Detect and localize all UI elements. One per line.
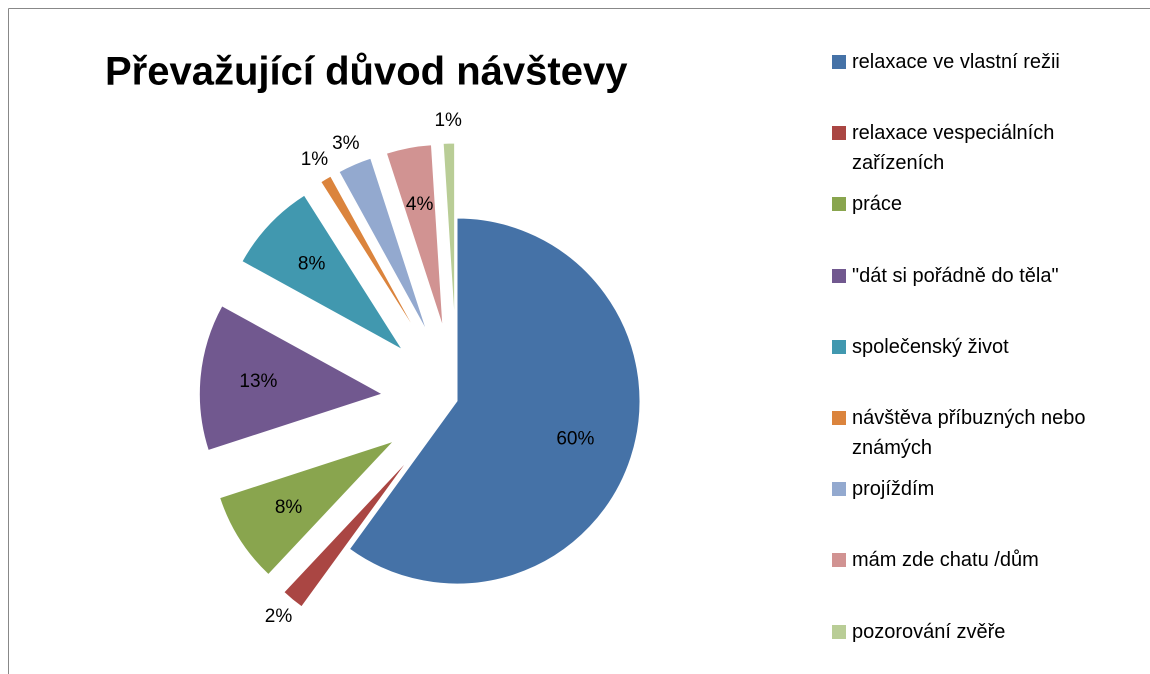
pie-slice: [219, 440, 395, 576]
pie-slice: [283, 458, 410, 608]
legend-swatch: [832, 55, 846, 69]
legend-swatch: [832, 339, 846, 354]
legend-swatch: [832, 624, 846, 639]
pie-slice: [442, 142, 456, 327]
legend-swatch: [832, 411, 846, 425]
data-label: 4%: [406, 194, 434, 215]
pie-slice: [198, 305, 384, 452]
legend-item: práce: [832, 189, 1142, 219]
legend-swatch: [832, 268, 846, 283]
data-label: 1%: [434, 110, 462, 131]
legend-label: společenský život: [852, 335, 1009, 358]
legend-label: práce: [852, 193, 903, 216]
data-label: 3%: [332, 133, 360, 154]
legend-swatch: [832, 482, 846, 497]
pie-slice: [338, 157, 428, 333]
pie-slice: [348, 217, 641, 585]
legend-item: relaxace ve vlastní režii: [832, 47, 1142, 77]
data-label: 8%: [298, 253, 326, 274]
legend-item: relaxace vespeciálních zařízeních: [832, 118, 1142, 178]
data-label: 60%: [556, 428, 594, 449]
legend-label: projíždím: [852, 478, 935, 501]
pie-slice: [385, 144, 444, 328]
legend-item: mám zde chatu /dům: [832, 545, 1142, 575]
legend-label: mám zde chatu /dům: [852, 549, 1039, 572]
legend-item: společenský život: [832, 332, 1142, 362]
data-label: 8%: [275, 497, 303, 518]
legend-item: projíždím: [832, 474, 1142, 504]
legend-swatch: [832, 197, 846, 212]
chart-title: Převažující důvod návštevy: [105, 50, 628, 94]
legend-swatch: [832, 126, 846, 141]
data-label: 13%: [239, 371, 277, 392]
legend-label: relaxace ve vlastní režii: [852, 51, 1060, 73]
data-label: 1%: [301, 149, 329, 170]
legend-label: pozorování zvěře: [852, 620, 1006, 643]
legend-label: relaxace vespeciálních zařízeních: [852, 122, 1055, 175]
legend-item: návštěva příbuzných nebo známých: [832, 403, 1142, 463]
data-label: 2%: [265, 606, 293, 627]
legend-label: "dát si pořádně do těla": [852, 264, 1059, 287]
legend-item: pozorování zvěře: [832, 617, 1142, 647]
pie-slice: [241, 194, 403, 351]
pie-slice: [320, 175, 420, 337]
legend-item: "dát si pořádně do těla": [832, 261, 1142, 291]
legend-label: návštěva příbuzných nebo známých: [852, 407, 1086, 459]
legend-swatch: [832, 553, 846, 568]
